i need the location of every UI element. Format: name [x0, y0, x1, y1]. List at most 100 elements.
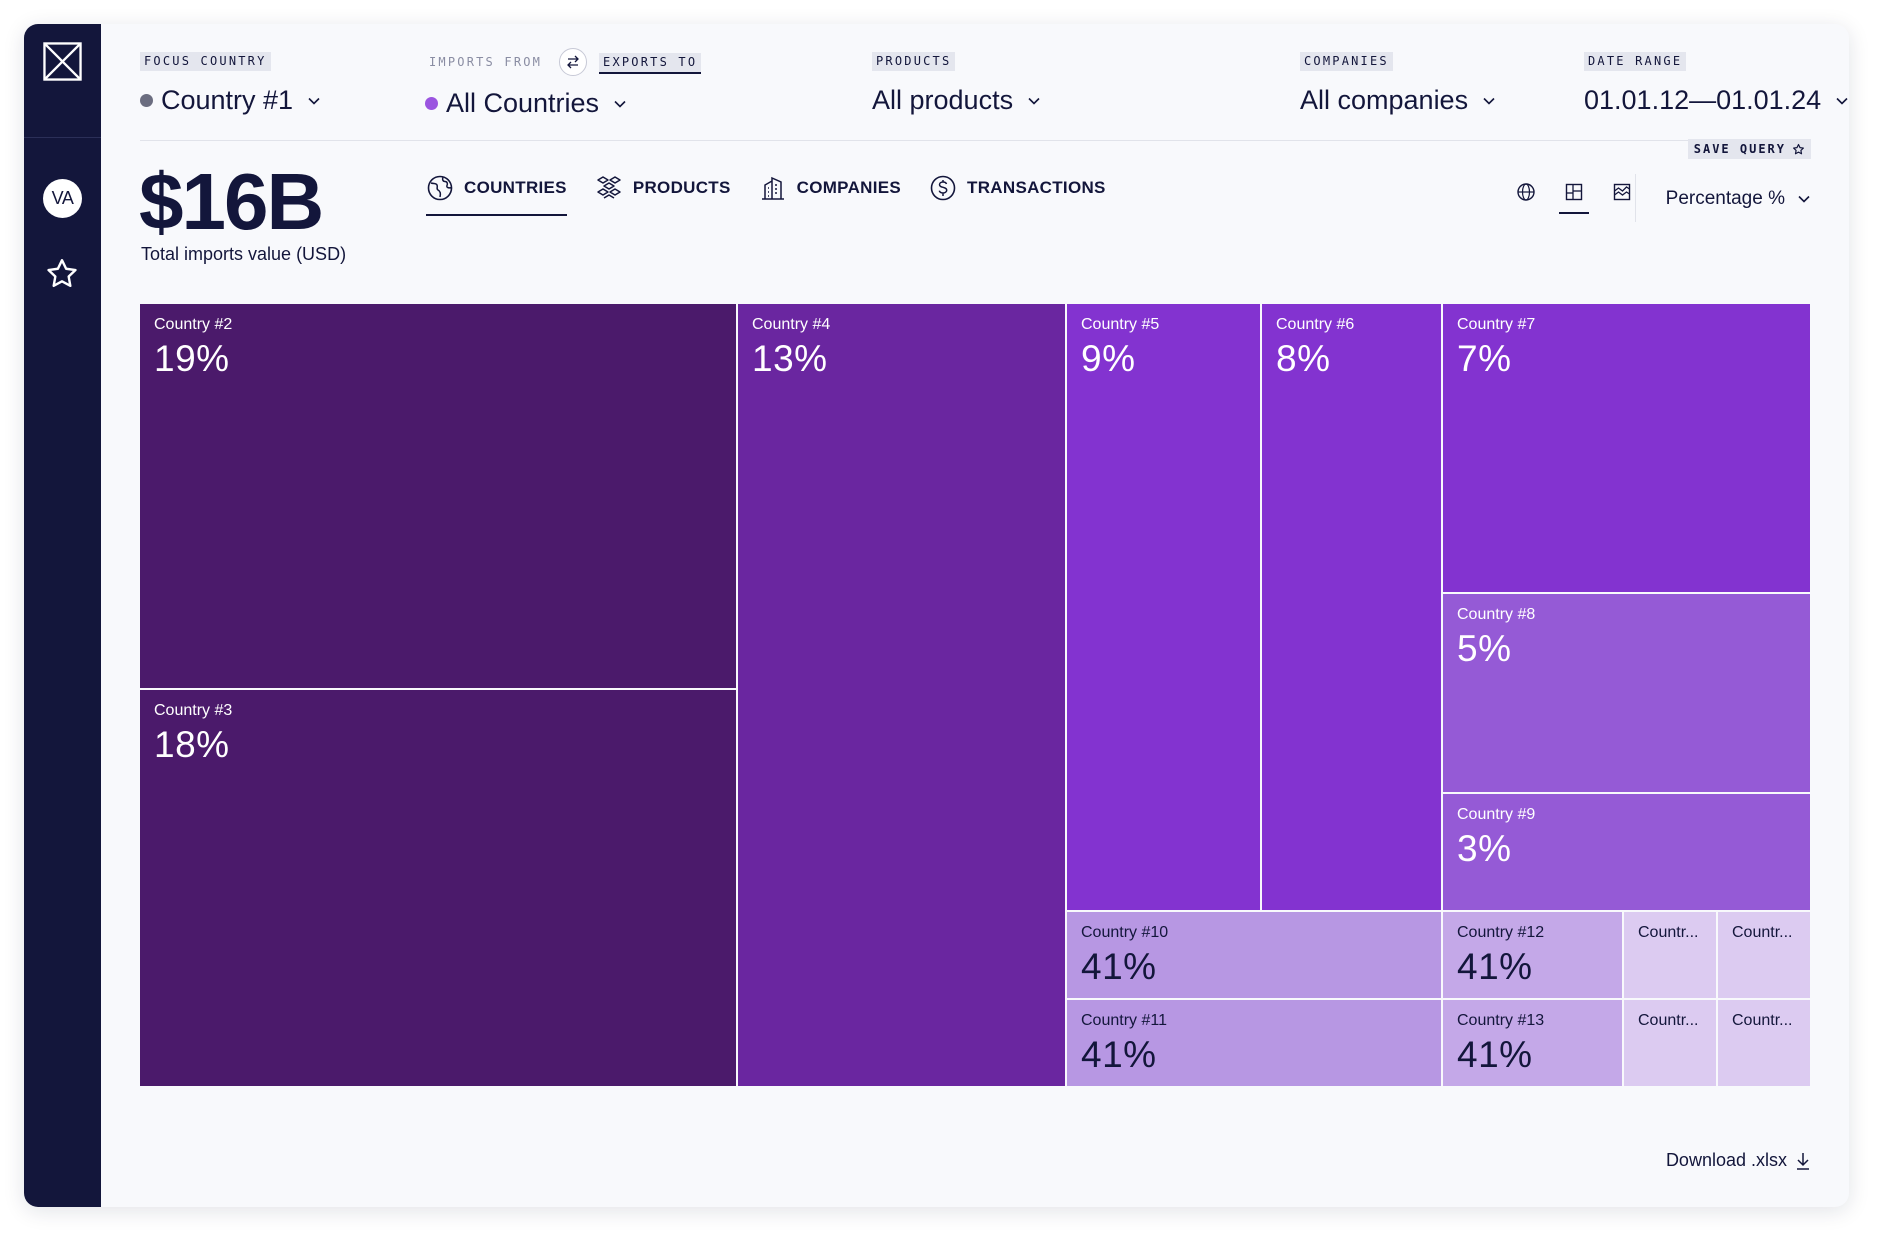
companies-value: All companies: [1300, 85, 1469, 115]
category-tabs: COUNTRIES PRODUCTS COMPANIES TRANSAC: [426, 174, 1106, 216]
metric-select[interactable]: Percentage %: [1666, 188, 1811, 210]
tab-countries-label: COUNTRIES: [464, 178, 567, 197]
boxes-icon: [597, 176, 621, 199]
chevron-down-icon: [1836, 97, 1848, 105]
treemap-tile[interactable]: Country #11 41%: [1067, 1000, 1441, 1086]
total-imports-label: Total imports value (USD): [141, 244, 347, 264]
partners-select[interactable]: All Countries: [425, 88, 701, 119]
countries-treemap: Country #2 19% Country #3 18% Country #4…: [140, 304, 1810, 1086]
chevron-down-icon: [1798, 195, 1810, 203]
star-outline-icon: [1793, 143, 1804, 154]
partners-value: All Countries: [446, 88, 600, 118]
app-window: VA FOCUS COUNTRY Country #1 IMPORTS FROM…: [24, 24, 1849, 1207]
tile-value: 41%: [1081, 946, 1157, 987]
area-chart-view-button[interactable]: [1607, 178, 1637, 214]
x-box-logo-icon[interactable]: [43, 42, 82, 81]
treemap-tile[interactable]: Country #10 41%: [1067, 912, 1441, 998]
tile-name: Countr...: [1638, 1012, 1699, 1029]
tile-name: Country #13: [1457, 1012, 1545, 1029]
area-chart-view-icon: [1613, 183, 1631, 201]
tile-name: Country #3: [154, 702, 233, 719]
date-range-filter[interactable]: DATE RANGE 01.01.12—01.01.24: [1584, 52, 1849, 116]
treemap-tile[interactable]: Countr...: [1624, 912, 1716, 998]
date-range-label: DATE RANGE: [1584, 52, 1687, 71]
tile-name: Country #5: [1081, 316, 1160, 333]
map-view-button[interactable]: [1511, 178, 1541, 214]
focus-country-label: FOCUS COUNTRY: [140, 52, 271, 71]
chevron-down-icon: [308, 97, 320, 105]
treemap-tile[interactable]: Country #9 3%: [1443, 794, 1810, 910]
companies-select[interactable]: All companies: [1300, 85, 1496, 116]
products-select[interactable]: All products: [872, 85, 1041, 116]
partners-dot: [425, 97, 438, 110]
treemap-tile[interactable]: Country #5 9%: [1067, 304, 1260, 910]
treemap-tile[interactable]: Country #6 8%: [1262, 304, 1441, 910]
download-label: Download .xlsx: [1665, 1150, 1787, 1170]
filters-divider: [140, 140, 1810, 141]
tab-products-label: PRODUCTS: [632, 178, 731, 197]
treemap-tile[interactable]: Country #12 41%: [1443, 912, 1622, 998]
total-imports-value: $16B: [139, 157, 324, 246]
globe-icon: [427, 175, 453, 201]
tab-companies-label: COMPANIES: [796, 178, 902, 197]
exports-to-label[interactable]: EXPORTS TO: [599, 53, 702, 75]
treemap-tile[interactable]: Country #7 7%: [1443, 304, 1810, 592]
tab-transactions-label: TRANSACTIONS: [967, 178, 1106, 197]
sidebar-divider: [24, 137, 101, 138]
treemap-tile[interactable]: Country #2 19%: [140, 304, 736, 688]
treemap-view-icon: [1565, 183, 1583, 201]
chevron-down-icon: [1483, 97, 1495, 105]
partners-filter[interactable]: IMPORTS FROM EXPORTS TO All Countries: [425, 48, 702, 119]
date-range-select[interactable]: 01.01.12—01.01.24: [1584, 85, 1849, 116]
save-query-label: SAVE QUERY: [1693, 142, 1786, 156]
metric-value: Percentage %: [1665, 188, 1785, 209]
avatar[interactable]: VA: [43, 179, 82, 218]
tab-products[interactable]: PRODUCTS: [595, 174, 731, 216]
tile-name: Country #4: [752, 316, 831, 333]
tile-name: Countr...: [1638, 924, 1699, 941]
focus-country-select[interactable]: Country #1: [140, 85, 321, 116]
view-toggles: [1511, 178, 1637, 214]
treemap-tile[interactable]: Country #13 41%: [1443, 1000, 1622, 1086]
toolbar-divider: [1635, 174, 1636, 222]
dollar-icon: [930, 175, 956, 201]
focus-country-filter[interactable]: FOCUS COUNTRY Country #1: [140, 52, 321, 116]
swap-arrows-icon[interactable]: [558, 48, 587, 76]
treemap-view-button[interactable]: [1559, 178, 1589, 214]
tile-value: 19%: [154, 338, 230, 379]
imports-from-label[interactable]: IMPORTS FROM: [429, 55, 543, 70]
tile-value: 41%: [1457, 946, 1533, 987]
companies-label: COMPANIES: [1300, 52, 1393, 71]
tile-name: Country #2: [154, 316, 233, 333]
treemap-tile[interactable]: Countr...: [1624, 1000, 1716, 1086]
treemap-tile[interactable]: Country #3 18%: [140, 690, 736, 1086]
companies-filter[interactable]: COMPANIES All companies: [1300, 52, 1496, 116]
treemap-tile[interactable]: Country #8 5%: [1443, 594, 1810, 792]
tile-name: Country #8: [1457, 606, 1536, 623]
tile-value: 8%: [1276, 338, 1331, 379]
download-arrow-icon: [1797, 1152, 1809, 1170]
tab-transactions[interactable]: TRANSACTIONS: [929, 174, 1106, 216]
focus-country-value: Country #1: [161, 85, 294, 115]
treemap-tile[interactable]: Country #4 13%: [738, 304, 1065, 1086]
products-filter[interactable]: PRODUCTS All products: [872, 52, 1041, 116]
main-content: FOCUS COUNTRY Country #1 IMPORTS FROM EX…: [101, 24, 1849, 1207]
tab-countries[interactable]: COUNTRIES: [426, 174, 567, 216]
chevron-down-icon: [1028, 97, 1040, 105]
tile-name: Country #9: [1457, 806, 1536, 823]
tile-name: Country #7: [1457, 316, 1536, 333]
save-query-button[interactable]: SAVE QUERY: [1687, 139, 1811, 159]
tab-companies[interactable]: COMPANIES: [759, 174, 901, 216]
products-value: All products: [872, 85, 1014, 115]
treemap-tile[interactable]: Countr...: [1718, 1000, 1810, 1086]
tile-value: 41%: [1457, 1034, 1533, 1075]
tile-value: 13%: [752, 338, 828, 379]
globe-view-icon: [1517, 183, 1535, 201]
download-xlsx-button[interactable]: Download .xlsx: [1666, 1150, 1811, 1171]
treemap-tile[interactable]: Countr...: [1718, 912, 1810, 998]
tile-name: Countr...: [1732, 924, 1793, 941]
tile-value: 18%: [154, 724, 230, 765]
tile-name: Countr...: [1732, 1012, 1793, 1029]
products-label: PRODUCTS: [872, 52, 956, 71]
star-icon[interactable]: [44, 256, 80, 292]
